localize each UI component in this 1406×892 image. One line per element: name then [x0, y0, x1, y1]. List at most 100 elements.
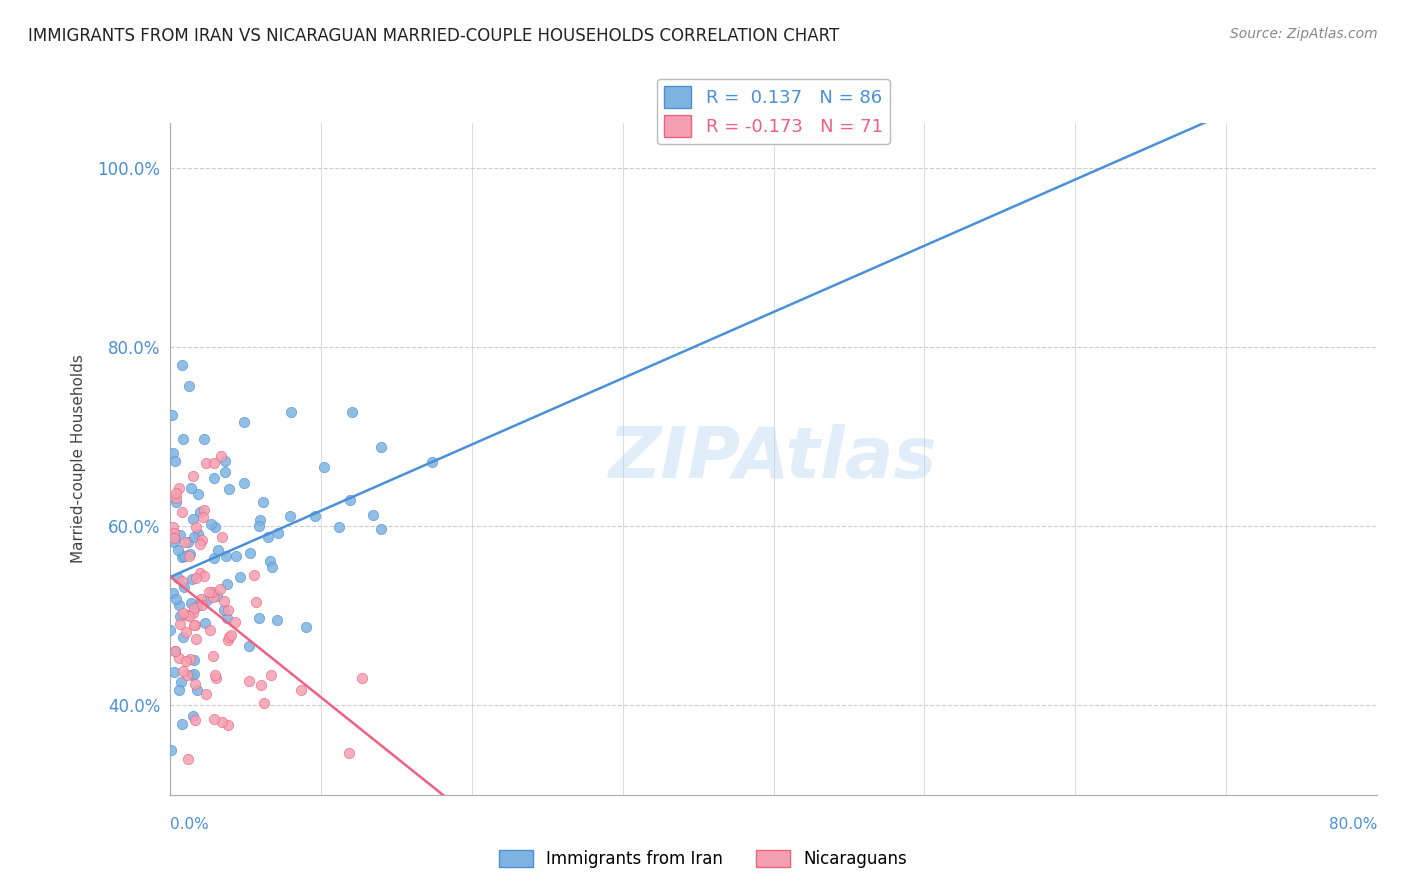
- Point: [207, 543, 229, 558]
- Point: [163, 644, 186, 658]
- Point: [167, 571, 190, 585]
- Point: [177, 608, 200, 623]
- Point: [172, 664, 194, 678]
- Point: [181, 606, 204, 620]
- Point: [193, 502, 215, 516]
- Point: [200, 516, 222, 531]
- Point: [163, 530, 186, 544]
- Point: [194, 615, 217, 630]
- Point: [179, 652, 201, 666]
- Point: [238, 639, 260, 653]
- Point: [186, 599, 208, 613]
- Point: [174, 535, 197, 549]
- Point: [172, 717, 194, 731]
- Point: [228, 570, 250, 584]
- Point: [193, 509, 215, 524]
- Point: [183, 653, 205, 667]
- Point: [172, 630, 194, 644]
- Point: [181, 468, 204, 483]
- Point: [224, 615, 246, 629]
- Point: [260, 560, 283, 574]
- Point: [250, 678, 273, 692]
- Point: [169, 528, 191, 542]
- Point: [177, 534, 200, 549]
- Point: [238, 546, 260, 560]
- Point: [190, 592, 212, 607]
- Text: ZIPAtlas: ZIPAtlas: [609, 425, 938, 493]
- Point: [184, 677, 207, 691]
- Point: [211, 714, 233, 729]
- Point: [181, 512, 204, 526]
- Point: [179, 547, 201, 561]
- Point: [165, 491, 187, 505]
- Point: [420, 455, 443, 469]
- Point: [183, 666, 205, 681]
- Point: [238, 674, 260, 689]
- Point: [167, 682, 190, 697]
- Point: [245, 595, 267, 609]
- Point: [163, 535, 186, 549]
- Point: [172, 606, 194, 620]
- Point: [188, 537, 211, 551]
- Point: [266, 613, 288, 627]
- Point: [162, 446, 184, 460]
- Point: [165, 486, 187, 500]
- Point: [163, 644, 186, 658]
- Point: [253, 696, 276, 710]
- Point: [172, 549, 194, 564]
- Point: [160, 743, 183, 757]
- Point: [181, 708, 204, 723]
- Point: [172, 359, 194, 373]
- Point: [218, 630, 240, 644]
- Point: [176, 654, 198, 668]
- Point: [209, 582, 232, 597]
- Point: [184, 618, 207, 632]
- Point: [166, 543, 188, 558]
- Point: [217, 610, 239, 624]
- Point: [204, 520, 226, 534]
- Point: [169, 609, 191, 624]
- Point: [170, 675, 193, 690]
- Point: [202, 590, 225, 604]
- Point: [247, 611, 270, 625]
- Point: [219, 628, 242, 642]
- Point: [167, 598, 190, 612]
- Point: [207, 589, 229, 603]
- Point: [312, 460, 335, 475]
- Point: [290, 682, 312, 697]
- Point: [202, 550, 225, 565]
- Point: [218, 482, 240, 496]
- Point: [191, 598, 214, 612]
- Text: IMMIGRANTS FROM IRAN VS NICARAGUAN MARRIED-COUPLE HOUSEHOLDS CORRELATION CHART: IMMIGRANTS FROM IRAN VS NICARAGUAN MARRI…: [28, 27, 839, 45]
- Point: [340, 404, 363, 418]
- Point: [170, 505, 193, 519]
- Point: [165, 495, 187, 509]
- Point: [165, 592, 187, 607]
- Point: [295, 619, 318, 633]
- Point: [169, 617, 191, 632]
- Point: [217, 632, 239, 647]
- Point: [181, 572, 204, 586]
- Point: [179, 378, 201, 392]
- Point: [201, 585, 224, 599]
- Legend: Immigrants from Iran, Nicaraguans: Immigrants from Iran, Nicaraguans: [492, 843, 914, 875]
- Point: [172, 432, 194, 446]
- Point: [186, 682, 208, 697]
- Point: [278, 508, 301, 523]
- Point: [193, 432, 215, 446]
- Point: [180, 481, 202, 495]
- Y-axis label: Married-couple Households: Married-couple Households: [72, 354, 86, 564]
- Point: [280, 405, 302, 419]
- Point: [242, 568, 264, 582]
- Point: [176, 668, 198, 682]
- Point: [163, 531, 186, 545]
- Point: [186, 632, 208, 647]
- Point: [193, 569, 215, 583]
- Point: [195, 456, 218, 470]
- Point: [163, 525, 186, 540]
- Point: [328, 520, 350, 534]
- Point: [217, 603, 239, 617]
- Point: [197, 585, 219, 599]
- Point: [188, 505, 211, 519]
- Point: [363, 508, 385, 522]
